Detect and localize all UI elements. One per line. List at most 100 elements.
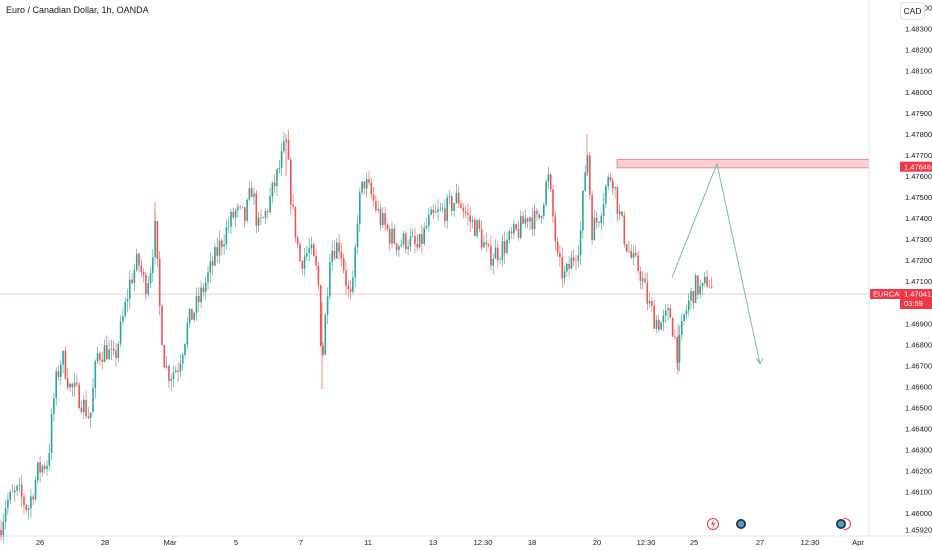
candle — [283, 132, 285, 154]
candle — [605, 184, 607, 209]
candle — [129, 270, 131, 309]
candle — [676, 336, 678, 370]
candle — [386, 223, 389, 232]
candle — [607, 173, 609, 191]
candle — [299, 241, 301, 262]
candle — [448, 190, 451, 204]
candle — [690, 287, 692, 310]
candle — [356, 214, 359, 255]
price-tick: 1.47800 — [905, 130, 932, 139]
candle — [457, 186, 460, 208]
price-tick: 1.47700 — [905, 151, 932, 160]
candle — [462, 203, 465, 219]
lightning-icon[interactable] — [707, 518, 719, 530]
candle — [572, 249, 575, 267]
candle — [407, 240, 409, 256]
candle — [267, 208, 269, 219]
price-tick: 1.46500 — [905, 404, 932, 413]
candle — [609, 172, 612, 183]
candle — [248, 180, 251, 202]
candle — [308, 238, 310, 262]
price-tick: 1.46700 — [905, 361, 932, 370]
candle — [354, 243, 356, 287]
candle — [586, 154, 589, 176]
candle — [331, 241, 333, 271]
chart-title: Euro / Canadian Dollar, 1h, OANDA — [6, 5, 149, 15]
candle — [110, 339, 113, 360]
candle — [310, 237, 313, 255]
candle — [43, 462, 46, 474]
candle — [453, 202, 455, 217]
candle — [359, 187, 361, 232]
candle — [540, 215, 543, 224]
price-tick: 1.46300 — [905, 446, 932, 455]
candle — [57, 365, 60, 381]
candle — [375, 195, 377, 213]
candle — [161, 304, 163, 346]
currency-button[interactable]: CAD — [900, 2, 925, 20]
price-tick: 1.46100 — [905, 488, 932, 497]
candle — [428, 207, 430, 233]
candle — [485, 233, 488, 253]
candle — [273, 174, 276, 194]
candle — [480, 221, 483, 251]
candle — [632, 245, 635, 266]
candle — [526, 217, 529, 229]
candle — [342, 253, 345, 274]
time-tick: 12:30 — [637, 538, 656, 547]
candle — [598, 220, 600, 228]
candle — [568, 255, 570, 277]
candle — [671, 316, 674, 337]
candle — [474, 216, 476, 237]
price-axis[interactable]: 1.484001.483001.482001.481001.480001.479… — [905, 4, 932, 535]
candle — [292, 194, 294, 210]
candle — [648, 292, 651, 308]
candle — [25, 503, 28, 514]
candle — [170, 374, 172, 392]
candle — [20, 475, 23, 507]
candle — [126, 288, 129, 313]
candle — [467, 203, 469, 226]
time-tick: 13 — [429, 538, 437, 547]
price-tick: 1.48300 — [905, 25, 932, 34]
candle — [78, 382, 80, 409]
projection-arrow[interactable] — [671, 162, 764, 365]
candle — [602, 193, 605, 226]
resistance-zone[interactable] — [616, 159, 870, 169]
flag-icon[interactable] — [735, 518, 747, 530]
candle — [400, 239, 402, 248]
candle — [388, 225, 391, 251]
candle — [264, 208, 267, 224]
time-axis[interactable]: 26 28 Mar 5 7 11 13 12:30 18 20 12:30 25 27 12:30 Apr — [36, 538, 865, 547]
candle — [694, 273, 697, 303]
candle — [352, 270, 354, 295]
candle — [614, 186, 616, 199]
flag-icon-group[interactable] — [835, 518, 851, 530]
candle — [561, 247, 563, 289]
candle — [391, 222, 393, 248]
resistance-price-text: 1.47646 — [904, 162, 931, 171]
candle — [232, 207, 235, 220]
candle — [202, 283, 205, 298]
candle — [658, 314, 660, 332]
candle — [451, 193, 453, 216]
last-price-symbol: EURCAD — [873, 290, 905, 299]
candle — [522, 210, 524, 224]
candle — [363, 181, 366, 195]
candle — [2, 514, 5, 543]
price-tick: 1.47500 — [905, 193, 932, 202]
price-tick: 1.47100 — [905, 277, 932, 286]
candle — [101, 351, 103, 370]
candle — [76, 374, 78, 388]
candle — [434, 204, 437, 214]
candle — [172, 365, 175, 388]
candle — [221, 238, 223, 256]
candle — [494, 239, 497, 259]
candle — [55, 367, 57, 406]
candle — [706, 270, 708, 288]
candle — [193, 311, 195, 323]
candle — [16, 484, 18, 497]
candle — [393, 224, 396, 245]
candle — [641, 271, 644, 290]
